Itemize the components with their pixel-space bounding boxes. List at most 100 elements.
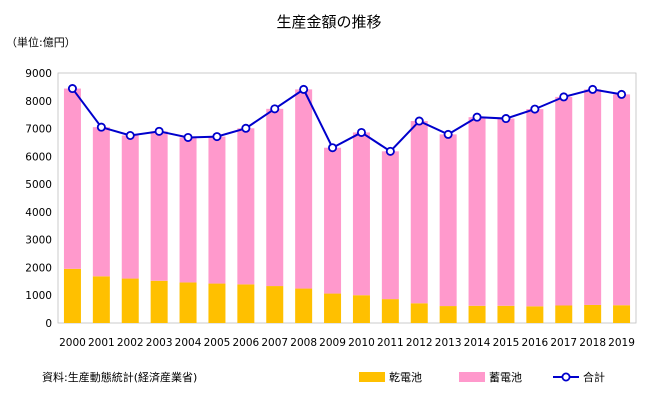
total-point-2007 xyxy=(270,104,280,114)
bar-dry-2010 xyxy=(352,295,370,323)
bar-storage-2007 xyxy=(266,108,284,287)
x-tick-label: 2009 xyxy=(319,337,346,349)
total-point-2001 xyxy=(96,122,106,132)
bar-dry-2014 xyxy=(468,305,486,323)
x-tick-label: 2016 xyxy=(521,337,548,349)
total-point-2013 xyxy=(443,129,453,139)
x-tick-label: 2015 xyxy=(493,337,520,349)
x-tick-label: 2017 xyxy=(550,337,577,349)
bar-storage-2004 xyxy=(179,137,197,283)
bar-dry-2004 xyxy=(179,282,197,323)
bar-storage-2003 xyxy=(150,131,168,281)
x-tick-label: 2011 xyxy=(377,337,404,349)
bar-dry-2018 xyxy=(584,304,602,323)
bar-dry-2007 xyxy=(266,286,284,323)
bar-storage-2008 xyxy=(295,89,313,289)
x-tick-label: 2007 xyxy=(261,337,288,349)
x-axis: 2000 2001 2002 2003 2004 2005 2006 2007 2008 2009… xyxy=(59,337,635,349)
y-tick-label: 3000 xyxy=(25,235,52,247)
y-tick-label: 2000 xyxy=(25,262,52,274)
bar-storage-2006 xyxy=(237,128,255,285)
source-note: 資料:生産動態統計(経済産業省) xyxy=(42,370,197,384)
total-point-2008 xyxy=(299,84,309,94)
total-point-2009 xyxy=(328,143,338,153)
plot-area xyxy=(57,72,637,324)
legend-total-swatch-marker xyxy=(561,372,571,382)
total-line xyxy=(67,84,627,156)
bar-storage-2016 xyxy=(526,109,544,307)
unit-label: （単位:億円） xyxy=(6,35,76,49)
total-point-2016 xyxy=(530,104,540,114)
bar-dry-2006 xyxy=(237,284,255,323)
total-point-2012 xyxy=(414,116,424,126)
x-tick-label: 2019 xyxy=(608,337,635,349)
bar-storage-2018 xyxy=(584,89,602,305)
y-tick-label: 0 xyxy=(45,318,52,330)
legend: 乾電池 蓄電池 合計 xyxy=(359,370,605,384)
bar-dry-2017 xyxy=(555,305,573,323)
bar-storage-2009 xyxy=(324,147,342,294)
y-tick-label: 8000 xyxy=(25,96,52,108)
total-series-line xyxy=(71,87,622,153)
total-point-2014 xyxy=(472,112,482,122)
legend-storage-battery-label: 蓄電池 xyxy=(489,371,522,384)
x-tick-label: 2006 xyxy=(232,337,259,349)
bar-storage-2019 xyxy=(613,94,631,306)
x-tick-label: 2012 xyxy=(406,337,433,349)
bar-dry-2008 xyxy=(295,288,313,323)
total-point-2017 xyxy=(559,92,569,102)
bar-storage-2017 xyxy=(555,96,573,306)
total-point-2011 xyxy=(385,146,395,156)
y-tick-label: 1000 xyxy=(25,290,52,302)
bar-storage-2011 xyxy=(381,151,399,300)
bar-storage-2012 xyxy=(410,121,428,304)
bar-dry-2003 xyxy=(150,280,168,323)
x-tick-label: 2000 xyxy=(59,337,86,349)
y-axis: 0 1000 2000 3000 4000 5000 6000 7000 8000 9000 xyxy=(25,68,52,330)
total-point-2005 xyxy=(212,132,222,142)
bar-storage-2010 xyxy=(352,132,370,296)
y-tick-label: 4000 xyxy=(25,207,52,219)
bar-dry-2011 xyxy=(381,299,399,323)
x-tick-label: 2003 xyxy=(146,337,173,349)
y-tick-label: 5000 xyxy=(25,179,52,191)
bar-dry-2013 xyxy=(439,306,457,323)
bar-dry-2015 xyxy=(497,305,515,323)
bar-storage-2014 xyxy=(468,117,486,306)
chart-title: 生産金額の推移 xyxy=(276,13,381,31)
legend-storage-battery-swatch xyxy=(459,372,485,382)
bar-dry-2019 xyxy=(613,305,631,323)
legend-dry-battery-label: 乾電池 xyxy=(389,371,422,384)
x-tick-label: 2004 xyxy=(175,337,202,349)
bar-storage-2005 xyxy=(208,136,226,284)
total-point-2000 xyxy=(67,84,77,94)
total-point-2015 xyxy=(501,114,511,124)
x-tick-label: 2001 xyxy=(88,337,115,349)
total-point-2018 xyxy=(588,84,598,94)
total-point-2002 xyxy=(125,130,135,140)
x-tick-label: 2018 xyxy=(579,337,606,349)
bar-storage-2002 xyxy=(121,135,139,279)
legend-dry-battery-swatch xyxy=(359,372,385,382)
bars xyxy=(63,88,631,323)
total-point-2003 xyxy=(154,126,164,136)
bar-dry-2000 xyxy=(63,268,81,323)
x-tick-label: 2014 xyxy=(464,337,491,349)
legend-total-label: 合計 xyxy=(583,370,605,384)
x-tick-label: 2002 xyxy=(117,337,144,349)
x-tick-label: 2005 xyxy=(204,337,231,349)
total-point-2006 xyxy=(241,123,251,133)
total-point-2010 xyxy=(356,127,366,137)
x-tick-label: 2010 xyxy=(348,337,375,349)
bar-storage-2015 xyxy=(497,118,515,306)
bar-dry-2009 xyxy=(324,293,342,323)
y-tick-label: 6000 xyxy=(25,151,52,163)
bar-storage-2013 xyxy=(439,134,457,307)
bar-dry-2001 xyxy=(92,276,110,323)
bar-dry-2012 xyxy=(410,303,428,323)
bar-dry-2005 xyxy=(208,283,226,323)
y-tick-label: 9000 xyxy=(25,68,52,80)
bar-dry-2002 xyxy=(121,278,139,323)
x-tick-label: 2008 xyxy=(290,337,317,349)
